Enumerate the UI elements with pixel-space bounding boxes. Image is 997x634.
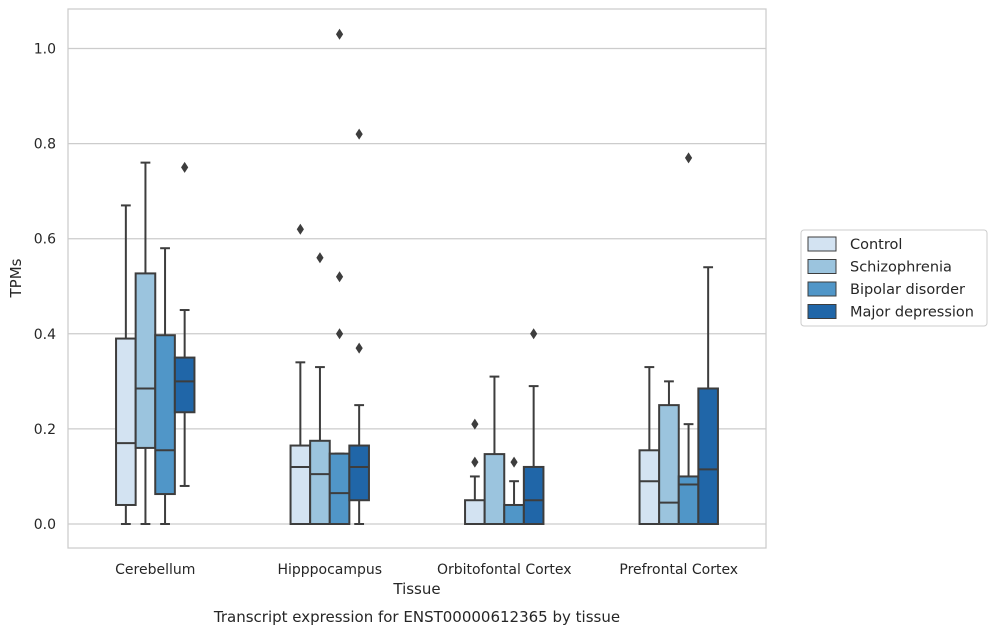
box-iqr	[289, 444, 312, 526]
box-3-2	[522, 328, 545, 526]
box-0-3	[638, 366, 661, 525]
y-tick-label-1: 0.2	[34, 422, 56, 438]
legend-item-3: Major depression	[807, 304, 974, 321]
box-iqr	[464, 499, 486, 526]
x-axis-title: Tissue	[392, 580, 440, 598]
x-axis-ticks: Cerebellum Hipppocampus Orbitofontal Corte…	[115, 562, 738, 578]
box-1-3	[658, 380, 680, 525]
box-2-1	[328, 28, 351, 526]
legend: Control Schizophrenia Bipolar disorder Majo…	[800, 229, 988, 327]
box-1-1	[309, 252, 331, 526]
y-tick-label-0: 0.0	[34, 517, 56, 533]
y-axis-ticks: 0.0 0.2 0.4 0.6 0.8 1.0	[34, 42, 56, 534]
box-iqr	[309, 439, 331, 526]
box-iqr	[658, 404, 680, 525]
box-3-3	[697, 266, 719, 526]
outlier-0	[510, 456, 518, 468]
outlier-0	[684, 152, 693, 164]
outlier-0	[296, 223, 304, 235]
box-iqr	[134, 272, 157, 449]
box-iqr	[154, 334, 176, 496]
outlier-0	[530, 328, 538, 340]
outlier-0	[471, 456, 479, 468]
y-tick-label-2: 0.4	[34, 327, 56, 343]
legend-swatch	[807, 304, 837, 319]
legend-label: Bipolar disorder	[850, 282, 965, 298]
box-3-0	[173, 161, 196, 487]
legend-item-0: Control	[807, 236, 902, 253]
box-2-2	[503, 456, 525, 526]
outlier-0	[181, 161, 189, 173]
legend-swatch	[807, 259, 837, 274]
x-tick-label-2: Orbitofontal Cortex	[437, 562, 572, 578]
box-iqr	[503, 503, 525, 526]
box-iqr	[697, 387, 719, 526]
box-iqr	[173, 356, 196, 414]
x-tick-label-3: Prefrontal Cortex	[619, 562, 738, 578]
box-iqr	[348, 444, 370, 502]
box-iqr	[483, 453, 506, 525]
box-1-2	[483, 375, 506, 525]
box-3-1	[348, 128, 370, 525]
box-iqr	[115, 337, 137, 506]
legend-item-2: Bipolar disorder	[807, 281, 965, 298]
box-series	[115, 28, 719, 526]
series-control	[115, 204, 661, 526]
legend-swatch	[807, 281, 837, 297]
x-tick-label-1: Hipppocampus	[277, 562, 382, 578]
legend-items: Control Schizophrenia Bipolar disorder Majo…	[807, 236, 974, 321]
outlier-1	[471, 418, 479, 430]
box-0-1	[289, 223, 312, 526]
y-tick-label-5: 1.0	[34, 42, 56, 58]
chart-caption: Transcript expression for ENST0000061236…	[213, 608, 620, 626]
box-2-3	[677, 152, 700, 526]
box-2-0	[154, 247, 176, 525]
y-tick-label-4: 0.8	[34, 137, 56, 153]
legend-swatch	[807, 236, 837, 252]
outlier-0	[316, 252, 324, 264]
box-iqr	[328, 452, 351, 526]
outlier-2	[335, 28, 344, 40]
box-iqr	[522, 465, 545, 526]
x-tick-label-0: Cerebellum	[115, 562, 195, 578]
legend-item-1: Schizophrenia	[807, 259, 952, 276]
outlier-1	[355, 128, 363, 140]
legend-frame	[800, 229, 988, 327]
series-schizophrenia	[134, 161, 680, 526]
legend-label: Major depression	[850, 305, 974, 321]
y-tick-label-3: 0.6	[34, 232, 56, 248]
series-bipolar-disorder	[154, 28, 700, 526]
plot-frame	[67, 8, 767, 549]
y-axis-title: TPMs	[7, 258, 25, 298]
outlier-1	[335, 271, 344, 283]
box-0-0	[115, 204, 137, 525]
box-iqr	[638, 449, 661, 525]
series-major-depression	[173, 128, 719, 526]
box-1-0	[134, 161, 157, 525]
legend-label: Control	[850, 237, 902, 253]
outlier-0	[335, 328, 344, 340]
outlier-0	[355, 342, 363, 354]
box-0-2	[464, 418, 486, 526]
legend-label: Schizophrenia	[850, 260, 952, 276]
